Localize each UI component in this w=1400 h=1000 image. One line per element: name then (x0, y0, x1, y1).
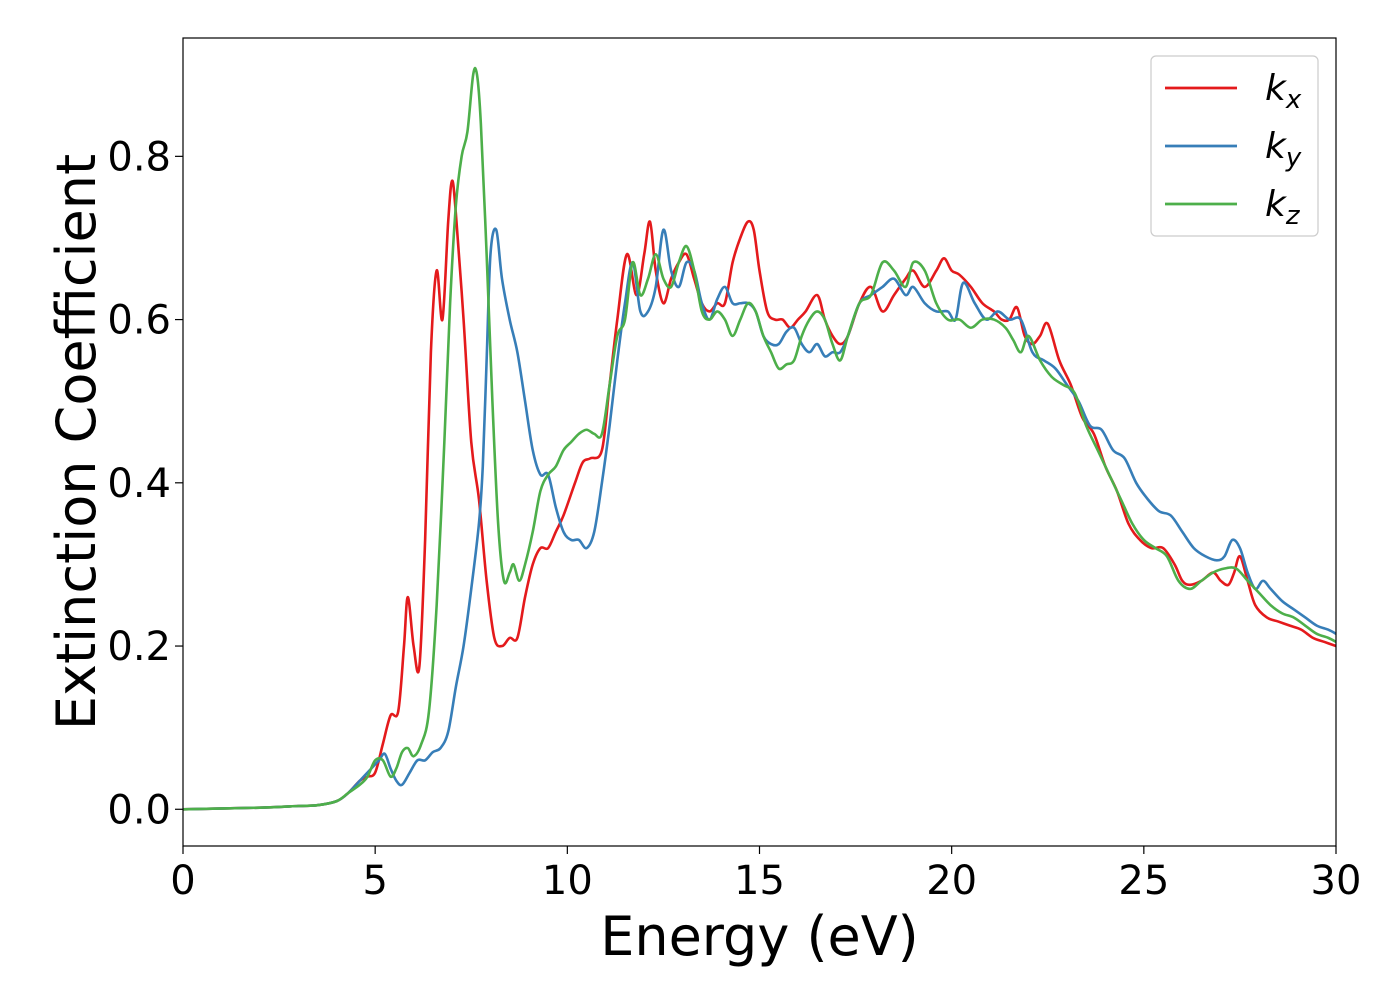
x-tick-label: 10 (542, 858, 593, 904)
legend-label-ky: ky (1265, 126, 1302, 173)
x-axis-title: Energy (eV) (600, 905, 919, 968)
x-tick-label: 20 (926, 858, 977, 904)
x-tick-label: 5 (362, 858, 387, 904)
series-line-ky (183, 227, 1336, 811)
y-tick-label: 0.4 (107, 461, 171, 507)
series-line-kz (183, 66, 1336, 811)
axes: 0 5 10 15 20 25 30 0.0 0.2 0.4 0.6 0.8 (107, 37, 1362, 904)
legend-label-kx: kx (1265, 68, 1302, 115)
x-tick-label: 0 (170, 858, 195, 904)
y-tick-label: 0.6 (107, 298, 171, 344)
plot-area (183, 66, 1336, 811)
x-tick-label: 30 (1311, 858, 1362, 904)
series-line-kx (183, 179, 1336, 811)
legend: kx ky kz (1150, 55, 1319, 237)
x-tick-label: 25 (1118, 858, 1169, 904)
legend-label-kz: kz (1265, 184, 1301, 231)
y-tick-label: 0.8 (107, 134, 171, 180)
x-tick-label: 15 (734, 858, 785, 904)
y-tick-label: 0.0 (107, 787, 171, 833)
y-tick-label: 0.2 (107, 624, 171, 670)
y-axis-title: Extinction Coefficient (45, 154, 108, 730)
